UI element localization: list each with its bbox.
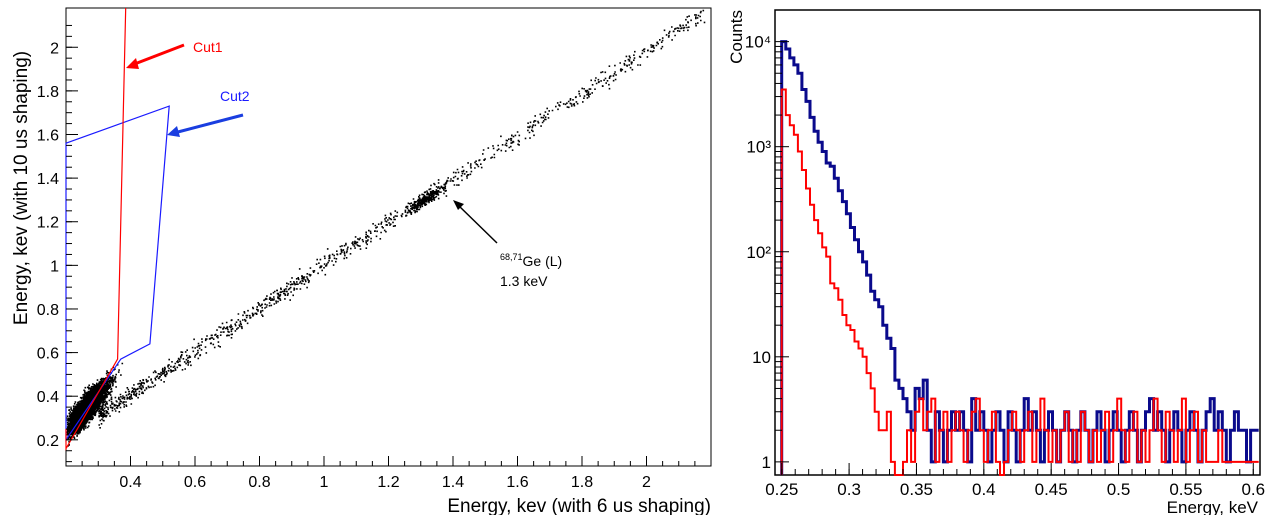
histogram-series bbox=[780, 40, 1259, 476]
y-tick-label-right: 1 bbox=[762, 453, 771, 472]
y-tick-label-right: 10⁴ bbox=[745, 33, 771, 52]
x-tick-label-right: 0.25 bbox=[765, 480, 798, 499]
y-tick-label: 0.2 bbox=[37, 433, 59, 450]
cut-polygons bbox=[65, 7, 170, 451]
x-tick-label-right: 0.35 bbox=[900, 480, 933, 499]
x-axis-label: Energy, kev (with 6 us shaping) bbox=[447, 496, 711, 515]
x-tick-label: 0.4 bbox=[119, 474, 141, 491]
peak-arrow bbox=[457, 204, 498, 244]
scatter-plot-frame bbox=[65, 7, 712, 467]
cut2-label: Cut2 bbox=[220, 88, 250, 104]
y-tick-label-right: 10 bbox=[752, 348, 771, 367]
x-tick-label: 1.6 bbox=[506, 474, 528, 491]
x-tick-label-right: 0.5 bbox=[1107, 480, 1131, 499]
y-tick-label: 0.4 bbox=[37, 389, 59, 406]
x-tick-label: 1.8 bbox=[571, 474, 593, 491]
scatter-point-cloud bbox=[66, 9, 706, 447]
x-tick-label-right: 0.55 bbox=[1169, 480, 1202, 499]
x-tick-label: 0.8 bbox=[248, 474, 270, 491]
cut2-arrow bbox=[173, 113, 244, 135]
y-tick-label: 0.6 bbox=[37, 346, 59, 363]
scatter-points bbox=[66, 9, 706, 447]
histogram-series-red bbox=[780, 88, 1259, 476]
x-axis-label-right: Energy, keV bbox=[1167, 498, 1259, 515]
y-tick-label-right: 10² bbox=[746, 243, 771, 262]
peak-label-superscript: 68,71 bbox=[500, 252, 523, 262]
cut1-label: Cut1 bbox=[193, 39, 223, 55]
x-tick-label: 1.4 bbox=[442, 474, 464, 491]
y-tick-label: 2 bbox=[50, 40, 59, 57]
histogram-chart: 0.25 0.3 0.35 0.4 0.45 0.5 0.55 0.6 1 10 10² 10³ 10… bbox=[727, 9, 1265, 517]
x-axis-ticks-right: 0.25 0.3 0.35 0.4 0.45 0.5 0.55 0.6 bbox=[765, 463, 1265, 499]
cut1-polygon bbox=[65, 7, 127, 451]
peak-energy-label: 1.3 keV bbox=[500, 273, 548, 289]
left-scatter-panel: 0.4 0.6 0.8 1 1.2 1.4 1.6 1.8 2 0.2 0.4 0.6 0.8 1 1.2… bbox=[11, 7, 712, 517]
x-tick-label-right: 0.45 bbox=[1035, 480, 1068, 499]
y-tick-label: 1 bbox=[50, 258, 59, 275]
y-axis-label-right: Counts bbox=[727, 10, 746, 64]
scatter-chart: 0.4 0.6 0.8 1 1.2 1.4 1.6 1.8 2 0.2 0.4 0.6 0.8 1 1.2… bbox=[11, 7, 712, 517]
y-tick-label: 1.4 bbox=[37, 171, 59, 188]
y-tick-label-right: 10³ bbox=[746, 138, 771, 157]
y-axis-ticks: 0.2 0.4 0.6 0.8 1 1.2 1.4 1.6 1.8 2 bbox=[37, 24, 78, 463]
histogram-plot-frame bbox=[774, 9, 1261, 476]
x-tick-label: 2 bbox=[642, 474, 651, 491]
cut2-arrow-head bbox=[167, 126, 180, 137]
cut1-arrow bbox=[131, 43, 185, 67]
x-tick-label: 1 bbox=[320, 474, 329, 491]
cut2-polygon bbox=[65, 105, 170, 442]
y-tick-label: 1.6 bbox=[37, 127, 59, 144]
peak-label: 68,71Ge (L) bbox=[500, 252, 562, 269]
cut1-arrow-head bbox=[126, 58, 139, 69]
y-axis-ticks-right: 1 10 10² 10³ 10⁴ bbox=[745, 9, 789, 472]
peak-arrow-head bbox=[453, 200, 464, 210]
y-tick-label: 1.8 bbox=[37, 84, 59, 101]
x-tick-label-right: 0.4 bbox=[972, 480, 996, 499]
x-tick-label: 1.2 bbox=[377, 474, 399, 491]
x-tick-label: 0.6 bbox=[184, 474, 206, 491]
x-tick-label-right: 0.3 bbox=[837, 480, 861, 499]
y-tick-label: 0.8 bbox=[37, 302, 59, 319]
histogram-series-blue bbox=[780, 40, 1259, 475]
x-axis-ticks: 0.4 0.6 0.8 1 1.2 1.4 1.6 1.8 2 bbox=[65, 456, 712, 491]
x-tick-label-right: 0.6 bbox=[1241, 480, 1265, 499]
y-axis-label: Energy, kev (with 10 us shaping) bbox=[11, 51, 32, 325]
y-tick-label: 1.2 bbox=[37, 215, 59, 232]
peak-label-element: Ge (L) bbox=[523, 253, 563, 269]
right-histogram-panel: 0.25 0.3 0.35 0.4 0.45 0.5 0.55 0.6 1 10 10² 10³ 10… bbox=[725, 0, 1268, 517]
